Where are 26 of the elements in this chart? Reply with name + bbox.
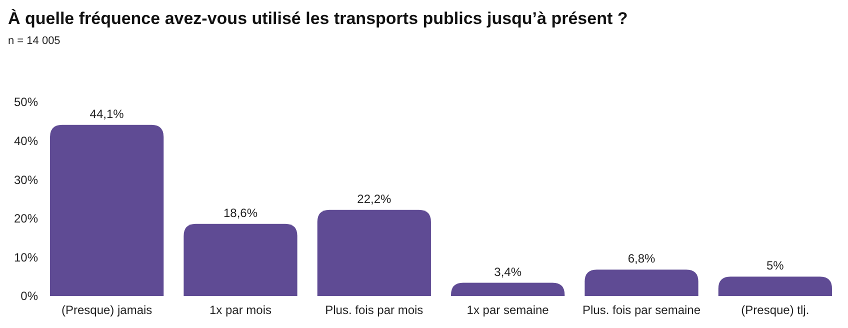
x-tick-label: (Presque) tlj. — [741, 303, 810, 317]
bar — [584, 270, 698, 296]
data-label: 18,6% — [223, 206, 258, 220]
x-tick-label: 1x par semaine — [466, 303, 550, 317]
x-tick-label: 1x par mois — [209, 303, 272, 317]
bar — [451, 282, 565, 296]
y-tick-label: 30% — [14, 172, 38, 187]
data-label: 44,1% — [90, 106, 124, 121]
data-label: 6,8% — [628, 252, 656, 266]
data-label: 3,4% — [494, 264, 522, 279]
bar — [718, 276, 832, 296]
chart-title: À quelle fréquence avez-vous utilisé les transports publics jusqu’à présent ? — [8, 8, 628, 28]
x-tick-label: Plus. fois par mois — [325, 303, 424, 317]
y-tick-label: 10% — [14, 250, 38, 264]
y-tick-label: 20% — [14, 212, 38, 226]
x-tick-label: (Presque) jamais — [61, 303, 152, 317]
y-tick-label: 50% — [14, 95, 38, 110]
bar — [184, 224, 298, 296]
data-label: 22,2% — [357, 192, 392, 206]
bar — [317, 210, 431, 296]
y-tick-label: 40% — [14, 134, 38, 148]
y-tick-label: 0% — [20, 289, 38, 304]
chart-subtitle: n = 14 005 — [8, 35, 60, 47]
data-label: 5% — [766, 258, 784, 273]
x-tick-label: Plus. fois par semaine — [582, 303, 701, 317]
bar — [50, 124, 164, 296]
